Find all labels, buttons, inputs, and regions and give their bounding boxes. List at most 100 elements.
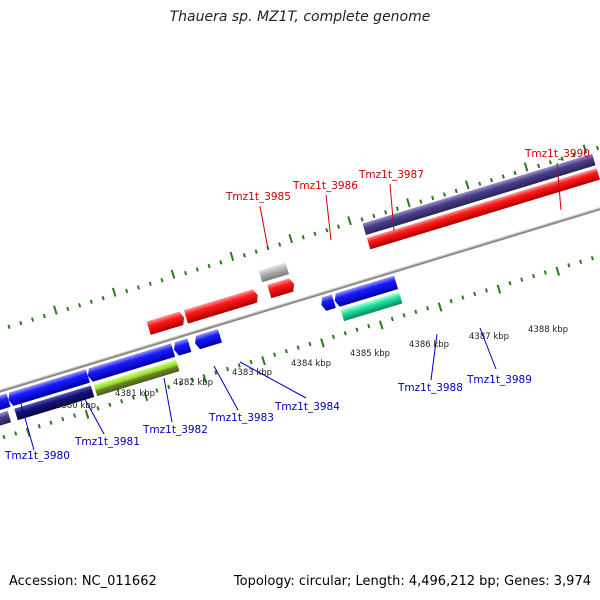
callout-forward-3985: Tmz1t_3985 (225, 191, 291, 250)
callout-reverse-3981: Tmz1t_3981 (74, 391, 140, 448)
minor-tick (531, 273, 536, 279)
minor-tick (49, 420, 53, 425)
minor-tick (249, 359, 253, 365)
major-tick (170, 269, 176, 279)
major-tick (25, 427, 31, 437)
minor-tick (501, 174, 505, 179)
minor-tick (426, 306, 430, 311)
major-tick (496, 284, 502, 294)
minor-tick (449, 298, 453, 304)
gene-label[interactable]: Tmz1t_3981 (74, 436, 140, 448)
minor-tick (343, 331, 347, 336)
minor-tick (367, 323, 371, 329)
cds-arrow-reverse-3982[interactable] (86, 343, 176, 382)
minor-tick (384, 210, 388, 215)
major-tick (406, 198, 411, 208)
major-tick (437, 302, 443, 312)
tick-row-upper (7, 144, 599, 329)
cds-arrow-forward-3987[interactable] (267, 277, 296, 299)
gene-label[interactable]: Tmz1t_3985 (225, 191, 291, 203)
cds-arrow-reverse-3983[interactable] (172, 338, 192, 356)
kbp-label: 4380 kbp (56, 401, 96, 411)
gene-label[interactable]: Tmz1t_3990 (524, 148, 590, 160)
minor-tick (131, 395, 135, 400)
gene-region-forward-3990 (366, 168, 600, 250)
gene-label[interactable]: Tmz1t_3987 (358, 169, 424, 181)
minor-tick (136, 285, 141, 290)
minor-tick (537, 163, 541, 169)
minor-tick (313, 231, 317, 236)
gene-label[interactable]: Tmz1t_3980 (4, 450, 70, 462)
minor-tick (167, 384, 171, 390)
minor-tick (125, 288, 129, 294)
minor-tick (78, 303, 82, 308)
gene-region-reverse-lime (93, 359, 180, 397)
kbp-label: 4381 kbp (115, 389, 155, 399)
misc-feature-gray (258, 262, 289, 283)
gene-label[interactable]: Tmz1t_3986 (292, 180, 358, 192)
minor-tick (184, 270, 188, 276)
callout-reverse-3988: Tmz1t_3988 (397, 333, 463, 394)
kbp-label: 4387 kbp (469, 332, 509, 342)
cds-arrow-reverse-3989[interactable] (333, 275, 399, 308)
accession-text: Accession: NC_011662 (9, 574, 157, 589)
minor-tick (331, 334, 335, 340)
cds-arrow-reverse-3988[interactable] (319, 294, 336, 312)
kbp-label: 4384 kbp (291, 359, 331, 369)
minor-tick (442, 192, 446, 197)
region-band-forward (362, 153, 596, 236)
major-tick (320, 338, 325, 348)
cds-arrow-reverse-3981[interactable] (6, 369, 90, 407)
minor-tick (489, 177, 494, 183)
minor-tick (155, 388, 159, 393)
gene-label[interactable]: Tmz1t_3982 (142, 424, 208, 436)
minor-tick (37, 424, 41, 429)
minor-tick (2, 434, 6, 440)
kbp-label: 4385 kbp (350, 349, 390, 359)
gene-label[interactable]: Tmz1t_3989 (466, 374, 532, 386)
cds-arrow-reverse-3980[interactable] (0, 393, 11, 411)
cds-arrow-forward-3986[interactable] (183, 288, 260, 324)
minor-tick (237, 363, 241, 368)
minor-tick (214, 370, 218, 375)
rna-feature-teal (340, 291, 403, 322)
minor-tick (178, 381, 183, 386)
minor-tick (207, 263, 211, 269)
gene-region-reverse-navy (14, 385, 95, 421)
minor-tick (219, 260, 223, 265)
kbp-label: 4383 kbp (232, 368, 272, 378)
minor-tick (7, 324, 11, 329)
minor-tick (484, 288, 488, 293)
cds-arrow-forward-3985[interactable] (146, 311, 186, 335)
minor-tick (360, 217, 364, 222)
minor-tick (148, 281, 152, 287)
minor-tick (308, 341, 312, 347)
minor-tick (355, 327, 359, 332)
minor-tick (19, 320, 23, 326)
genome-stats-text: Topology: circular; Length: 4,496,212 bp… (233, 574, 591, 589)
minor-tick (590, 255, 594, 261)
minor-tick (419, 199, 423, 204)
minor-tick (402, 313, 406, 318)
gene-label[interactable]: Tmz1t_3983 (208, 412, 274, 424)
cds-arrow-reverse-3984[interactable] (193, 329, 222, 350)
minor-tick (108, 402, 112, 408)
major-tick (555, 266, 561, 276)
major-tick (53, 305, 58, 315)
major-tick (143, 391, 149, 402)
minor-tick (278, 242, 282, 247)
minor-tick (61, 416, 65, 422)
minor-tick (478, 181, 482, 186)
minor-tick (296, 345, 300, 350)
major-tick (288, 233, 293, 244)
callout-reverse-3982: Tmz1t_3982 (142, 377, 208, 436)
minor-tick (325, 228, 329, 233)
minor-tick (254, 249, 258, 254)
minor-tick (160, 278, 164, 283)
kbp-label: 4386 kbp (409, 340, 449, 350)
gene-label[interactable]: Tmz1t_3984 (274, 401, 340, 413)
callout-reverse-3980: Tmz1t_3980 (4, 399, 70, 462)
gene-label[interactable]: Tmz1t_3988 (397, 382, 463, 394)
minor-tick (513, 170, 517, 176)
